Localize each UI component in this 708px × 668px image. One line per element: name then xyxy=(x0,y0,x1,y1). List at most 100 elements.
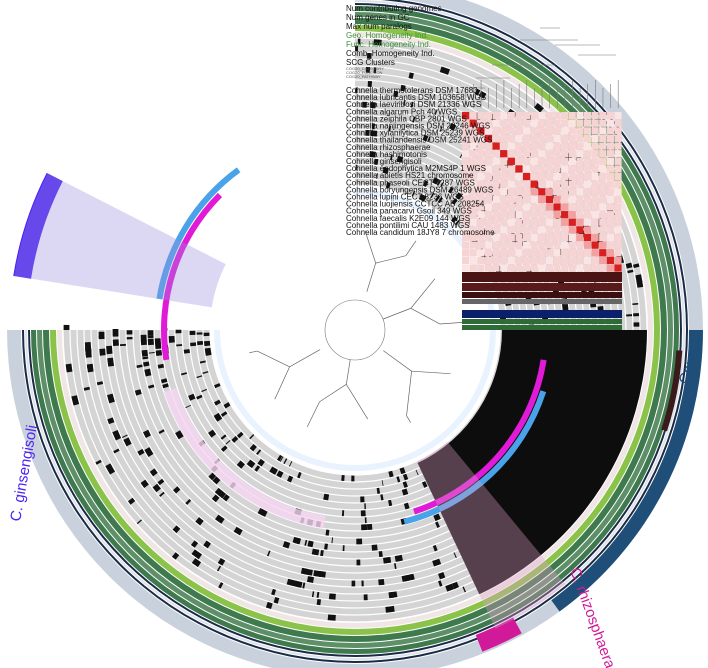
ani-heatmap-cell xyxy=(553,211,561,219)
gene-presence-mark xyxy=(155,352,163,356)
ani-heatmap-cell xyxy=(614,142,622,150)
genome-label: Cohnella rhizosphaerae xyxy=(346,143,431,152)
gene-presence-mark xyxy=(273,596,280,604)
center-disc xyxy=(247,222,463,438)
gene-presence-mark xyxy=(452,582,457,589)
ani-heatmap-cell xyxy=(507,134,515,143)
ani-heatmap-cell xyxy=(576,241,584,249)
ani-heatmap-cell xyxy=(599,218,607,226)
ani-heatmap-cell xyxy=(599,249,607,257)
ani-heatmap-cell xyxy=(507,203,515,211)
gene-presence-mark xyxy=(225,440,231,445)
ani-heatmap-cell xyxy=(515,142,523,150)
ani-heatmap-cell xyxy=(462,150,470,158)
gene-presence-mark xyxy=(248,460,256,469)
gene-presence-mark xyxy=(355,87,358,94)
genome-labels: Cohnella thermotolerans DSM 17683Cohnell… xyxy=(346,86,495,237)
ani-heatmap-cell xyxy=(515,188,523,196)
ani-heatmap-cell xyxy=(515,150,523,158)
ani-heatmap-cell xyxy=(561,112,569,120)
ani-heatmap-cell xyxy=(530,119,538,127)
genome-label: Cohnella boryungensis DSM 26489 WGS xyxy=(346,185,493,194)
ani-heatmap-cell xyxy=(530,112,538,120)
dendrogram-branch xyxy=(383,350,412,372)
gene-presence-mark xyxy=(63,324,70,331)
ani-heatmap-cell xyxy=(462,112,470,120)
ani-heatmap-cell xyxy=(469,211,477,219)
gene-presence-mark xyxy=(364,503,366,510)
gene-presence-mark xyxy=(212,476,221,485)
gene-presence-mark xyxy=(365,66,371,73)
gene-presence-mark xyxy=(632,302,639,306)
ani-heatmap-cell xyxy=(462,142,470,150)
gene-presence-mark xyxy=(214,414,223,422)
ani-heatmap-cell xyxy=(477,218,485,226)
gene-presence-mark xyxy=(403,502,410,510)
gene-presence-mark xyxy=(421,481,428,488)
ani-heatmap-cell xyxy=(553,226,561,234)
ani-heatmap-cell xyxy=(515,264,523,272)
ani-heatmap-cell xyxy=(507,142,515,150)
ani-heatmap-cell xyxy=(515,134,523,143)
ani-heatmap-cell xyxy=(606,172,614,181)
ani-heatmap-cell xyxy=(545,241,554,249)
ani-heatmap-cell xyxy=(538,218,546,226)
ani-heatmap-cell xyxy=(469,172,477,181)
ani-heatmap-cell xyxy=(538,211,546,219)
genome-label: Cohnella hashimotonis xyxy=(346,150,427,159)
ani-heatmap-cell xyxy=(561,150,569,158)
ani-heatmap-cell xyxy=(462,195,470,204)
ani-heatmap-cell xyxy=(614,112,622,120)
ani-heatmap-cell xyxy=(583,112,592,120)
ani-heatmap-cell xyxy=(507,256,515,264)
gene-presence-mark xyxy=(474,88,481,96)
ani-heatmap-cell xyxy=(606,165,614,173)
gene-presence-mark xyxy=(376,173,378,180)
ani-heatmap-cell xyxy=(599,226,607,234)
ani-heatmap-cell xyxy=(583,241,592,249)
ani-heatmap-cell xyxy=(538,157,546,165)
gene-presence-mark xyxy=(400,84,406,92)
genome-metadata-bar xyxy=(462,325,622,330)
ani-heatmap-cell xyxy=(568,218,576,226)
ani-heatmap-cell xyxy=(469,165,477,173)
gene-presence-mark xyxy=(147,338,154,346)
genome-label: Cohnella nanjingensis DSM 28246 WGS xyxy=(346,122,490,131)
ani-heatmap-cell xyxy=(492,211,500,219)
gene-presence-mark xyxy=(313,570,322,578)
genome-metadata-bar xyxy=(462,319,622,324)
ani-heatmap-cell xyxy=(469,112,477,120)
ani-heatmap-cell xyxy=(553,256,561,264)
ani-heatmap-cell xyxy=(522,264,531,272)
gene-presence-mark xyxy=(203,332,210,337)
ani-heatmap-cell xyxy=(484,203,493,211)
ani-heatmap-cell xyxy=(530,127,538,135)
ani-heatmap-cell xyxy=(606,157,614,165)
ani-heatmap-cell xyxy=(614,188,622,196)
ani-heatmap-cell xyxy=(591,211,599,219)
dendrogram-branch xyxy=(306,401,320,428)
gene-presence-mark xyxy=(112,329,119,337)
ani-heatmap-cell xyxy=(591,157,599,165)
gene-presence-mark xyxy=(176,344,183,347)
ani-heatmap-cell xyxy=(568,211,576,219)
gene-presence-mark xyxy=(422,134,429,142)
ani-heatmap-cell xyxy=(477,211,485,219)
gene-presence-mark xyxy=(450,216,458,223)
ani-heatmap-cell xyxy=(583,134,592,143)
genome-label: Cohnella abietis HS21 chromosome xyxy=(346,171,474,180)
ani-heatmap-cell xyxy=(568,112,576,120)
genome-label: Cohnella zeiphila CBP 2801 WGS xyxy=(346,114,467,123)
gene-presence-mark xyxy=(373,39,382,46)
gene-presence-mark xyxy=(260,509,268,517)
gene-presence-mark xyxy=(380,494,384,501)
dendrogram-branch xyxy=(405,240,417,256)
dendrogram-branch xyxy=(364,230,377,264)
ani-heatmap-cell xyxy=(599,165,607,173)
genome-label: Cohnella endophytica M2MS4P 1 WGS xyxy=(346,164,486,173)
ani-heatmap-cell xyxy=(477,256,485,264)
gene-presence-mark xyxy=(222,494,230,502)
ani-heatmap-cell xyxy=(553,157,561,165)
gene-presence-mark xyxy=(316,591,320,598)
dendrogram-branch xyxy=(289,349,321,368)
